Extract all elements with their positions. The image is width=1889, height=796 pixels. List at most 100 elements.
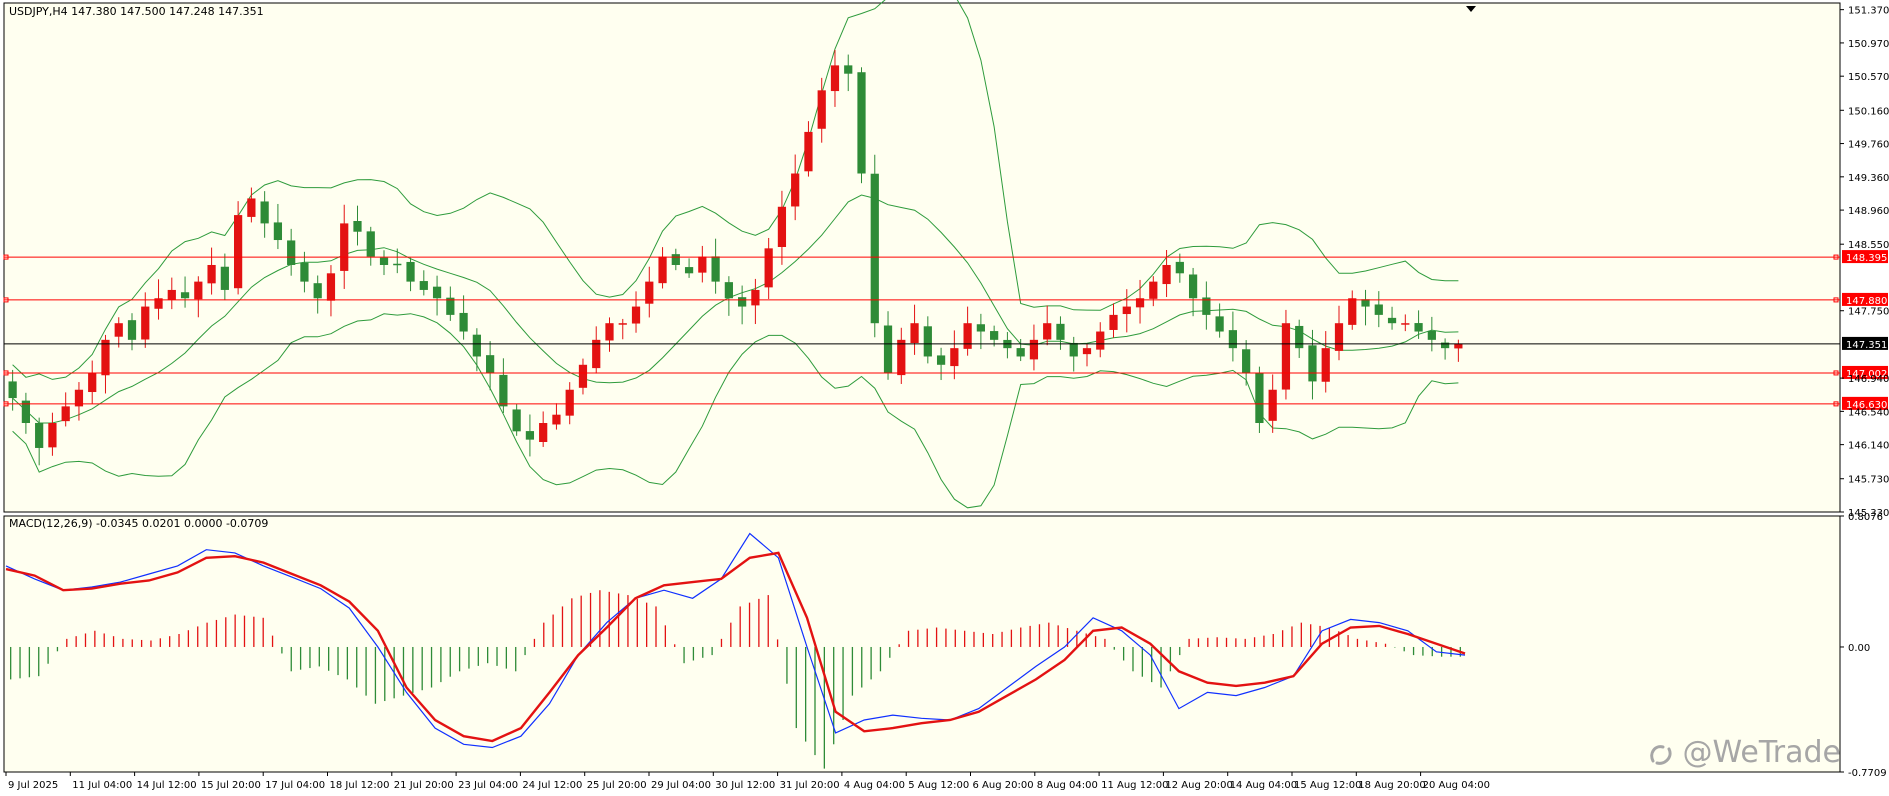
time-tick-label: 25 Jul 20:00 [587, 780, 647, 791]
candle-bear [1069, 342, 1078, 357]
time-tick-label: 20 Aug 04:00 [1423, 780, 1490, 791]
candle-bull [698, 256, 707, 273]
candle-bear [127, 320, 137, 340]
candle-bear [1228, 330, 1237, 349]
candle-bear [313, 283, 322, 299]
macd-tick-label: 0.8076 [1848, 512, 1883, 523]
candle-bull [1334, 323, 1344, 351]
price-tick-label: 146.140 [1848, 441, 1889, 452]
candle-bear [525, 431, 535, 440]
candle-bear [180, 292, 190, 299]
candle-bear [844, 65, 853, 74]
candle-bull [817, 90, 826, 129]
candle-bull [207, 264, 216, 284]
candle-bear [1188, 274, 1198, 299]
chart-shift-marker [1466, 6, 1476, 12]
price-tick-label: 146.940 [1848, 374, 1889, 385]
price-tick-label: 149.760 [1848, 140, 1889, 151]
candle-bear [1202, 297, 1211, 315]
time-tick-label: 11 Jul 04:00 [72, 780, 132, 791]
price-tick-label: 145.730 [1848, 475, 1889, 486]
candle-bear [8, 381, 17, 399]
level-line-anchor [1833, 254, 1839, 260]
candle-bear [1414, 323, 1423, 332]
candle-bull [1135, 298, 1145, 308]
candle-bull [777, 206, 787, 248]
candle-bear [1308, 345, 1317, 382]
candle-bear [724, 282, 733, 299]
candle-bull [764, 248, 773, 288]
candle-bear [1374, 304, 1383, 315]
time-tick-label: 17 Jul 04:00 [265, 780, 325, 791]
candle-bull [61, 406, 70, 422]
level-line-anchor [3, 401, 9, 407]
candle-bear [273, 222, 283, 241]
time-tick-label: 14 Jul 12:00 [137, 780, 197, 791]
candle-bear [857, 72, 866, 174]
candle-bear [499, 374, 508, 407]
time-tick-label: 5 Aug 12:00 [908, 780, 969, 791]
candle-bull [154, 298, 163, 309]
candle-bull [194, 281, 203, 300]
time-tick-label: 18 Aug 20:00 [1358, 780, 1425, 791]
price-tick-label: 148.960 [1848, 206, 1889, 217]
time-tick-label: 29 Jul 04:00 [651, 780, 711, 791]
macd-panel-background [3, 515, 1841, 773]
candle-bull [830, 65, 840, 92]
candle-bull [658, 256, 667, 284]
wetrade-logo-icon [1649, 744, 1671, 765]
candle-bull [565, 389, 574, 416]
level-price-tag [1842, 292, 1888, 306]
candle-bear [923, 326, 932, 357]
candle-bear [1361, 299, 1370, 307]
time-tick-label: 18 Jul 12:00 [330, 780, 390, 791]
level-price-label: 147.002 [1846, 369, 1887, 380]
level-price-label: 148.395 [1846, 253, 1887, 264]
candle-bear [393, 263, 402, 266]
candle-bear [419, 281, 428, 290]
candle-bull [48, 423, 57, 448]
candle-bear [738, 297, 747, 307]
candle-bull [141, 306, 150, 340]
candle-bear [1242, 349, 1251, 374]
candle-bear [300, 262, 309, 282]
candle-bear [1175, 261, 1184, 274]
level-price-label: 147.880 [1846, 296, 1887, 307]
candle-bear [1440, 342, 1450, 349]
candle-bear [379, 257, 389, 265]
price-tick-label: 145.330 [1848, 508, 1889, 519]
candles-layer [8, 49, 1463, 466]
candle-bull [1321, 348, 1330, 382]
bollinger-bands [12, 0, 1459, 509]
candle-bull [88, 373, 97, 393]
candle-bull [114, 323, 123, 337]
candle-bear [1056, 323, 1065, 340]
candle-bull [539, 423, 548, 443]
candle-bull [340, 223, 349, 271]
current-price-tag [1842, 336, 1888, 350]
price-tick-label: 151.370 [1848, 6, 1889, 17]
candle-bear [671, 254, 680, 265]
price-tick-label: 148.550 [1848, 240, 1889, 251]
watermark: @WeTrade [1647, 735, 1841, 770]
candle-bull [74, 389, 84, 407]
candle-bull [618, 323, 627, 325]
level-line-anchor [1833, 297, 1839, 303]
time-tick-label: 12 Aug 20:00 [1165, 780, 1232, 791]
candle-bull [1162, 264, 1171, 285]
candle-bear [1016, 348, 1025, 357]
candle-bear [976, 324, 985, 332]
level-price-tag [1842, 365, 1888, 379]
candle-bull [1401, 323, 1410, 325]
candle-bear [990, 331, 999, 340]
candle-bear [260, 201, 269, 224]
time-tick-label: 11 Aug 12:00 [1101, 780, 1168, 791]
candle-bull [631, 306, 641, 324]
level-line-anchor [1833, 401, 1839, 407]
candle-bull [605, 323, 614, 341]
time-tick-label: 24 Jul 12:00 [522, 780, 582, 791]
candle-bull [1281, 323, 1291, 390]
candle-bull [552, 414, 561, 425]
candle-bear [1387, 317, 1397, 324]
candle-bull [592, 339, 601, 369]
